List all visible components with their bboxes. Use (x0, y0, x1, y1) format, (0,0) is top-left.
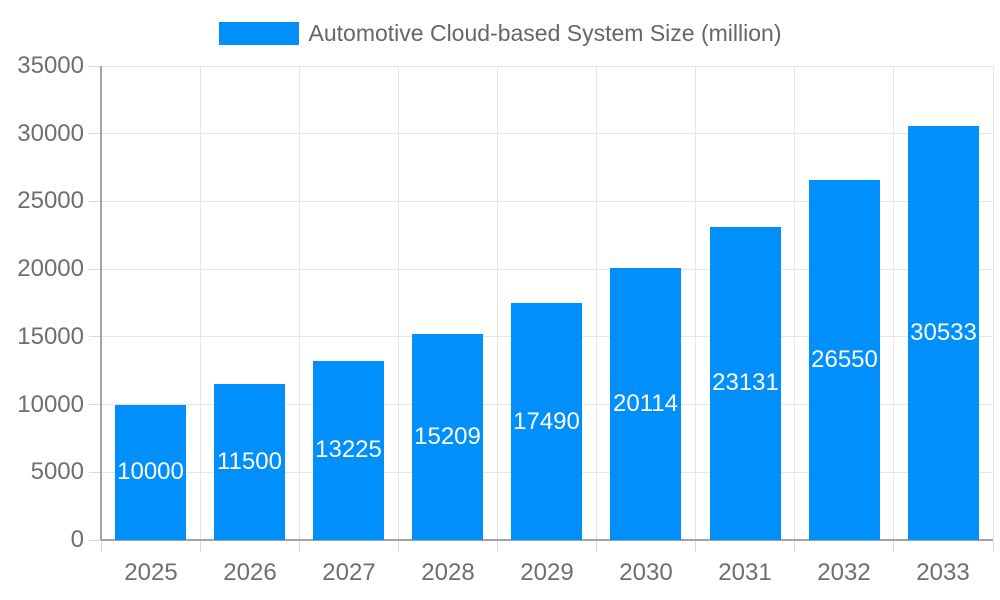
legend: Automotive Cloud-based System Size (mill… (0, 20, 1000, 46)
x-axis-tick (596, 541, 597, 552)
y-axis-tick (89, 540, 101, 541)
x-axis-tick (497, 541, 498, 552)
y-axis-tick (89, 201, 101, 202)
legend-label: Automotive Cloud-based System Size (mill… (308, 20, 782, 46)
x-axis-tick (794, 541, 795, 552)
x-gridline (893, 66, 894, 540)
x-axis-label: 2030 (619, 559, 673, 586)
y-axis-tick (89, 133, 101, 134)
y-axis-line (100, 66, 102, 540)
x-axis-label: 2025 (124, 559, 178, 586)
bar-value-label: 26550 (811, 346, 878, 373)
x-axis-label: 2029 (520, 559, 574, 586)
y-axis-label: 35000 (17, 52, 84, 79)
y-axis-tick (89, 66, 101, 67)
bar-value-label: 30533 (910, 319, 977, 346)
bar[interactable] (610, 268, 681, 540)
bar-value-label: 20114 (613, 390, 678, 417)
bar-value-label: 17490 (513, 408, 580, 435)
bar[interactable] (115, 405, 186, 540)
y-gridline (101, 269, 993, 270)
y-axis-label: 0 (70, 526, 84, 553)
bar[interactable] (313, 361, 384, 540)
x-axis-label: 2033 (916, 559, 970, 586)
y-axis-label: 15000 (17, 323, 84, 350)
bar-value-label: 10000 (117, 458, 184, 485)
bar[interactable] (214, 384, 285, 540)
bar-value-label: 15209 (414, 423, 481, 450)
bar[interactable] (511, 303, 582, 540)
bar[interactable] (908, 126, 979, 540)
x-axis-tick (993, 541, 994, 552)
y-axis-label: 20000 (17, 255, 84, 282)
x-axis-tick (695, 541, 696, 552)
x-gridline (398, 66, 399, 540)
x-gridline (200, 66, 201, 540)
y-axis-tick (89, 336, 101, 337)
x-axis-tick (101, 541, 102, 552)
y-gridline (101, 66, 993, 67)
x-axis-tick (398, 541, 399, 552)
bar-value-label: 11500 (217, 448, 282, 475)
bar-value-label: 23131 (712, 369, 779, 396)
y-axis-label: 5000 (30, 458, 84, 485)
x-axis-label: 2026 (223, 559, 277, 586)
x-gridline (497, 66, 498, 540)
bar[interactable] (412, 334, 483, 540)
y-gridline (101, 133, 993, 134)
x-axis-tick (299, 541, 300, 552)
legend-item[interactable]: Automotive Cloud-based System Size (mill… (218, 20, 782, 46)
y-axis-label: 25000 (17, 187, 84, 214)
x-axis-tick (893, 541, 894, 552)
x-gridline (993, 66, 994, 540)
legend-swatch (218, 21, 299, 45)
x-gridline (695, 66, 696, 540)
y-gridline (101, 201, 993, 202)
y-axis-tick (89, 269, 101, 270)
y-axis-tick (89, 472, 101, 473)
x-gridline (794, 66, 795, 540)
bar-value-label: 13225 (315, 436, 382, 463)
x-axis-label: 2031 (718, 559, 772, 586)
y-axis-label: 10000 (17, 391, 84, 418)
x-axis-label: 2028 (421, 559, 475, 586)
y-axis-tick (89, 404, 101, 405)
x-gridline (299, 66, 300, 540)
bar[interactable] (710, 227, 781, 540)
x-gridline (596, 66, 597, 540)
bar[interactable] (809, 180, 880, 540)
x-axis-line (101, 539, 993, 541)
x-axis-label: 2027 (322, 559, 376, 586)
y-axis-label: 30000 (17, 120, 84, 147)
x-axis-label: 2032 (817, 559, 871, 586)
x-axis-tick (200, 541, 201, 552)
